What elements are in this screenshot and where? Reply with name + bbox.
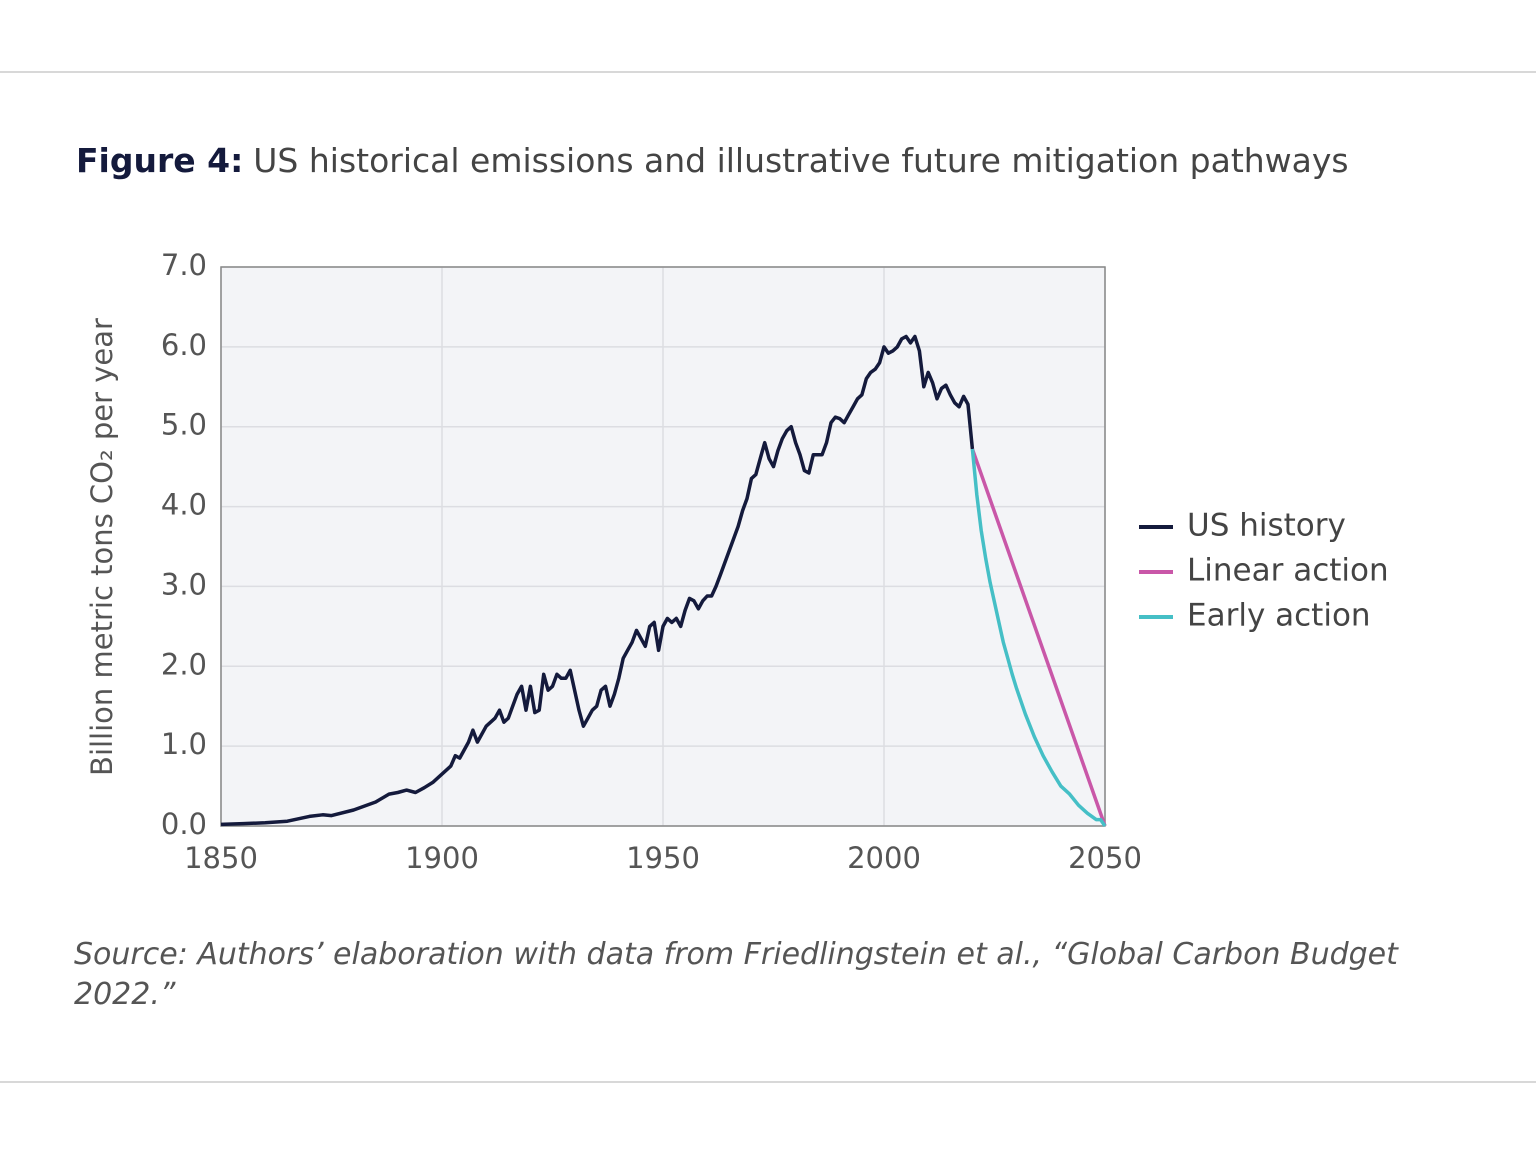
y-tick-label: 3.0 <box>161 567 207 601</box>
y-tick-label: 7.0 <box>161 248 207 282</box>
series-line <box>970 448 1107 827</box>
title-text: US historical emissions and illustrative… <box>253 141 1348 180</box>
source: Source: Authors’ elaboration with data f… <box>74 937 1398 1012</box>
x-tick-label: 2050 <box>1068 841 1142 875</box>
legend-label: US history <box>1187 508 1346 544</box>
title-label: Figure 4: <box>76 141 243 180</box>
legend-label: Early action <box>1187 598 1371 634</box>
series-line <box>970 448 1107 827</box>
y-tick-label: 4.0 <box>161 488 207 522</box>
x-tick-label: 2000 <box>847 841 921 875</box>
legend-label: Linear action <box>1187 553 1389 589</box>
source-box: Source: Authors’ elaboration with data f… <box>74 937 1398 1012</box>
plot-frame <box>220 266 1106 827</box>
x-tick-label: 1950 <box>626 841 700 875</box>
x-tick-label: 1850 <box>184 841 258 875</box>
chart-title: Figure 4: US historical emissions and ill… <box>76 141 1349 180</box>
y-tick-label: 5.0 <box>161 408 207 442</box>
y-tick-label: 1.0 <box>161 727 207 761</box>
x-tick-label: 1900 <box>405 841 479 875</box>
y-axis-label: Billion metric tons CO₂ per year <box>85 318 119 776</box>
plot: 0.0 1.0 2.0 3.0 4.0 5.0 6.0 7.0 1850 1900 1950 2000… <box>161 248 1389 875</box>
y-tick-label: 6.0 <box>161 328 207 362</box>
y-tick-label: 2.0 <box>161 647 207 681</box>
y-tick-label: 0.0 <box>161 807 207 841</box>
series-line <box>220 334 975 827</box>
